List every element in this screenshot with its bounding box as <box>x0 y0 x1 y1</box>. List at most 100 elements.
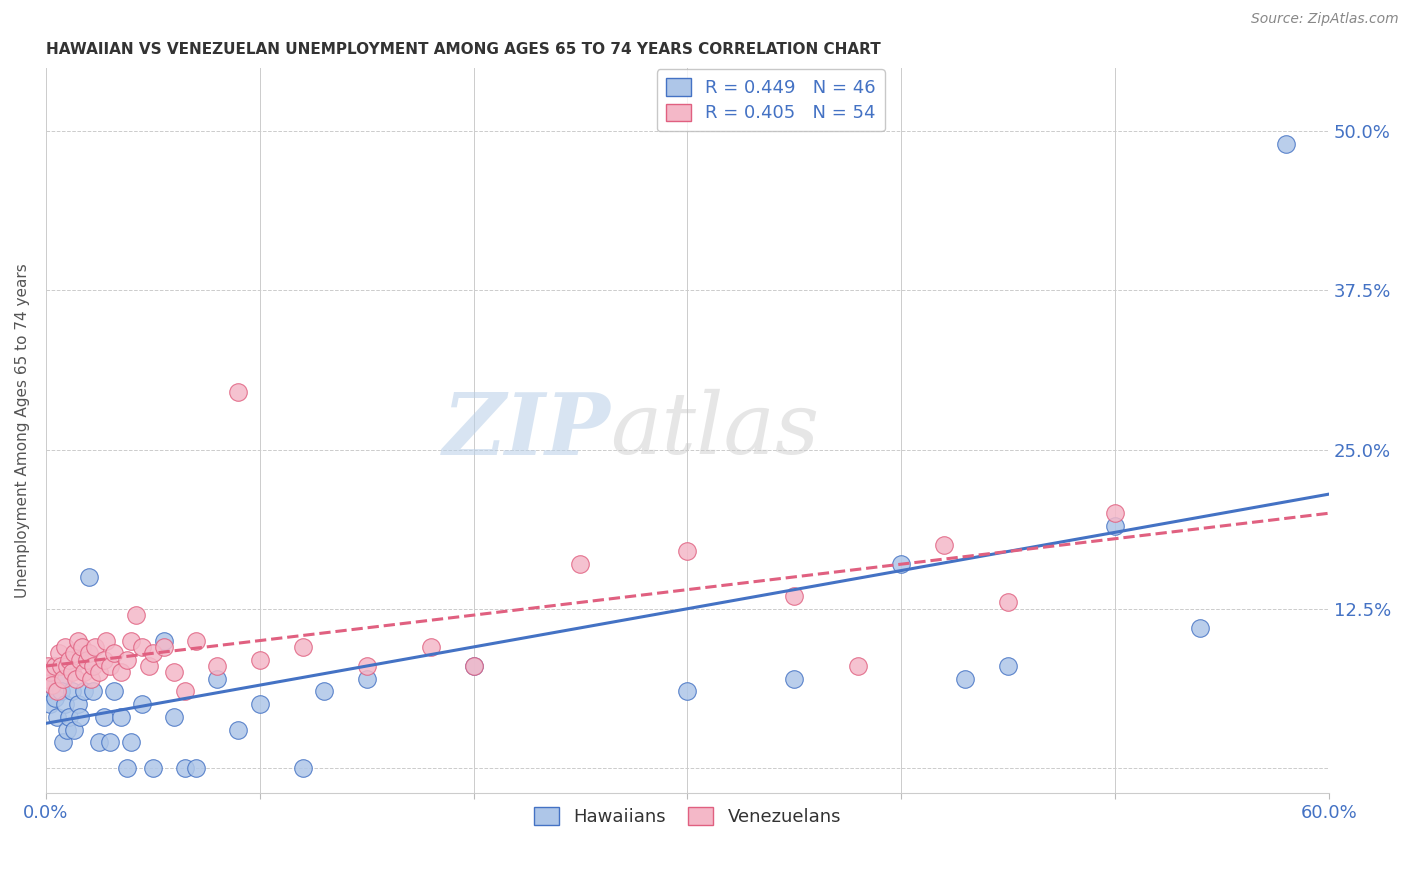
Point <box>98 735 121 749</box>
Point <box>53 640 76 654</box>
Point <box>60 665 83 680</box>
Point <box>41 678 63 692</box>
Point <box>82 659 104 673</box>
Point <box>39 697 62 711</box>
Point <box>1104 519 1126 533</box>
Point <box>52 672 75 686</box>
Point <box>60 684 83 698</box>
Point <box>131 697 153 711</box>
Point <box>73 684 96 698</box>
Point <box>49 684 72 698</box>
Point <box>184 633 207 648</box>
Point <box>205 672 228 686</box>
Point <box>37 684 59 698</box>
Point <box>848 659 870 673</box>
Point <box>103 646 125 660</box>
Point <box>41 678 63 692</box>
Point <box>997 595 1019 609</box>
Point <box>676 684 699 698</box>
Point <box>163 710 186 724</box>
Point <box>228 723 250 737</box>
Point <box>291 640 314 654</box>
Point <box>48 646 70 660</box>
Point <box>89 665 111 680</box>
Point <box>52 735 75 749</box>
Point <box>72 640 94 654</box>
Legend: Hawaiians, Venezuelans: Hawaiians, Venezuelans <box>524 798 851 835</box>
Point <box>77 570 100 584</box>
Point <box>932 538 955 552</box>
Point <box>463 659 485 673</box>
Point <box>115 653 138 667</box>
Point <box>121 633 143 648</box>
Text: ZIP: ZIP <box>443 389 610 472</box>
Point <box>48 672 70 686</box>
Point <box>103 684 125 698</box>
Point <box>419 640 441 654</box>
Point <box>131 640 153 654</box>
Point <box>73 665 96 680</box>
Point <box>84 640 107 654</box>
Point <box>44 690 66 705</box>
Point <box>138 659 160 673</box>
Point <box>463 659 485 673</box>
Point <box>76 653 98 667</box>
Point <box>997 659 1019 673</box>
Point <box>62 646 84 660</box>
Point <box>890 557 912 571</box>
Point <box>676 544 699 558</box>
Point <box>783 672 806 686</box>
Point <box>69 710 91 724</box>
Text: atlas: atlas <box>610 389 820 472</box>
Point <box>56 659 79 673</box>
Point <box>93 653 115 667</box>
Point <box>82 684 104 698</box>
Point <box>53 697 76 711</box>
Point <box>37 659 59 673</box>
Point <box>56 723 79 737</box>
Point <box>783 589 806 603</box>
Point <box>69 653 91 667</box>
Point <box>249 697 271 711</box>
Point <box>1275 136 1298 151</box>
Point <box>356 659 378 673</box>
Point <box>163 665 186 680</box>
Point <box>93 710 115 724</box>
Point <box>67 633 90 648</box>
Text: HAWAIIAN VS VENEZUELAN UNEMPLOYMENT AMONG AGES 65 TO 74 YEARS CORRELATION CHART: HAWAIIAN VS VENEZUELAN UNEMPLOYMENT AMON… <box>46 42 880 57</box>
Point <box>142 761 165 775</box>
Point <box>110 665 132 680</box>
Point <box>89 735 111 749</box>
Point <box>228 385 250 400</box>
Point <box>312 684 335 698</box>
Point <box>184 761 207 775</box>
Point <box>39 665 62 680</box>
Point <box>115 761 138 775</box>
Point <box>152 640 174 654</box>
Point <box>152 633 174 648</box>
Point <box>121 735 143 749</box>
Point <box>174 684 197 698</box>
Point <box>58 710 80 724</box>
Point <box>142 646 165 660</box>
Point <box>1189 621 1212 635</box>
Point <box>67 697 90 711</box>
Point <box>49 659 72 673</box>
Point <box>205 659 228 673</box>
Point <box>955 672 977 686</box>
Point <box>569 557 592 571</box>
Point <box>35 672 58 686</box>
Point <box>77 646 100 660</box>
Point <box>62 723 84 737</box>
Point <box>110 710 132 724</box>
Point <box>80 672 103 686</box>
Point <box>58 653 80 667</box>
Y-axis label: Unemployment Among Ages 65 to 74 years: Unemployment Among Ages 65 to 74 years <box>15 263 30 598</box>
Point <box>94 633 117 648</box>
Point <box>1104 506 1126 520</box>
Point <box>174 761 197 775</box>
Point <box>65 672 87 686</box>
Point <box>98 659 121 673</box>
Point <box>44 659 66 673</box>
Point <box>249 653 271 667</box>
